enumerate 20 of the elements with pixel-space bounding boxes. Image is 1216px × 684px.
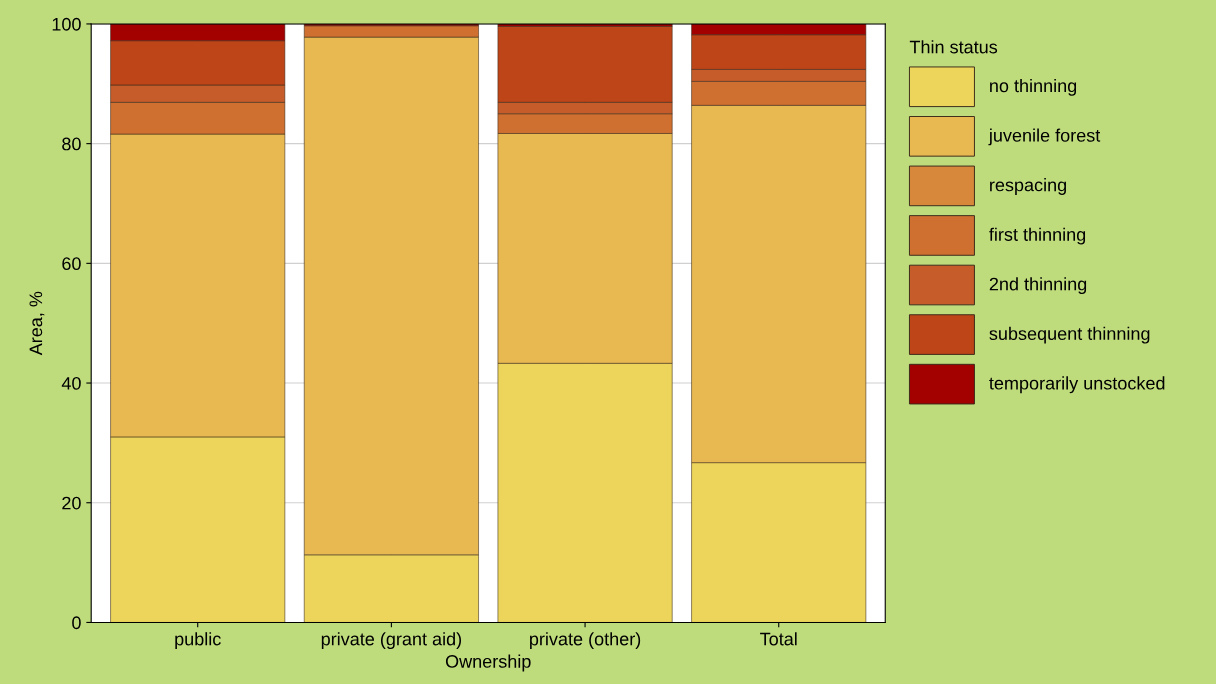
x-tick-label: private (other)	[530, 632, 641, 649]
legend-label: juvenile forest	[988, 128, 1101, 146]
x-tick-label: private (grant aid)	[321, 632, 462, 649]
legend-label: 2nd thinning	[989, 277, 1087, 295]
y-tick-label: 100	[52, 17, 81, 31]
y-tick-label: 40	[61, 376, 81, 390]
legend-label: temporarily unstocked	[989, 376, 1165, 394]
legend-label: respacing	[990, 178, 1067, 195]
legend-title: Thin status	[909, 40, 998, 54]
x-tick-label: Total	[760, 632, 797, 646]
legend-label: subsequent thinning	[989, 326, 1150, 344]
y-axis-title: Area, %	[29, 291, 45, 356]
x-tick-label: public	[175, 632, 221, 649]
legend-label: first thinning	[989, 227, 1086, 245]
y-tick-label: 60	[62, 257, 81, 271]
y-tick-label: 0	[72, 616, 81, 630]
legend-label: no thinning	[990, 78, 1077, 96]
y-tick-label: 20	[62, 496, 81, 510]
x-axis-title: Ownership	[445, 654, 531, 672]
y-tick-label: 80	[62, 137, 81, 151]
